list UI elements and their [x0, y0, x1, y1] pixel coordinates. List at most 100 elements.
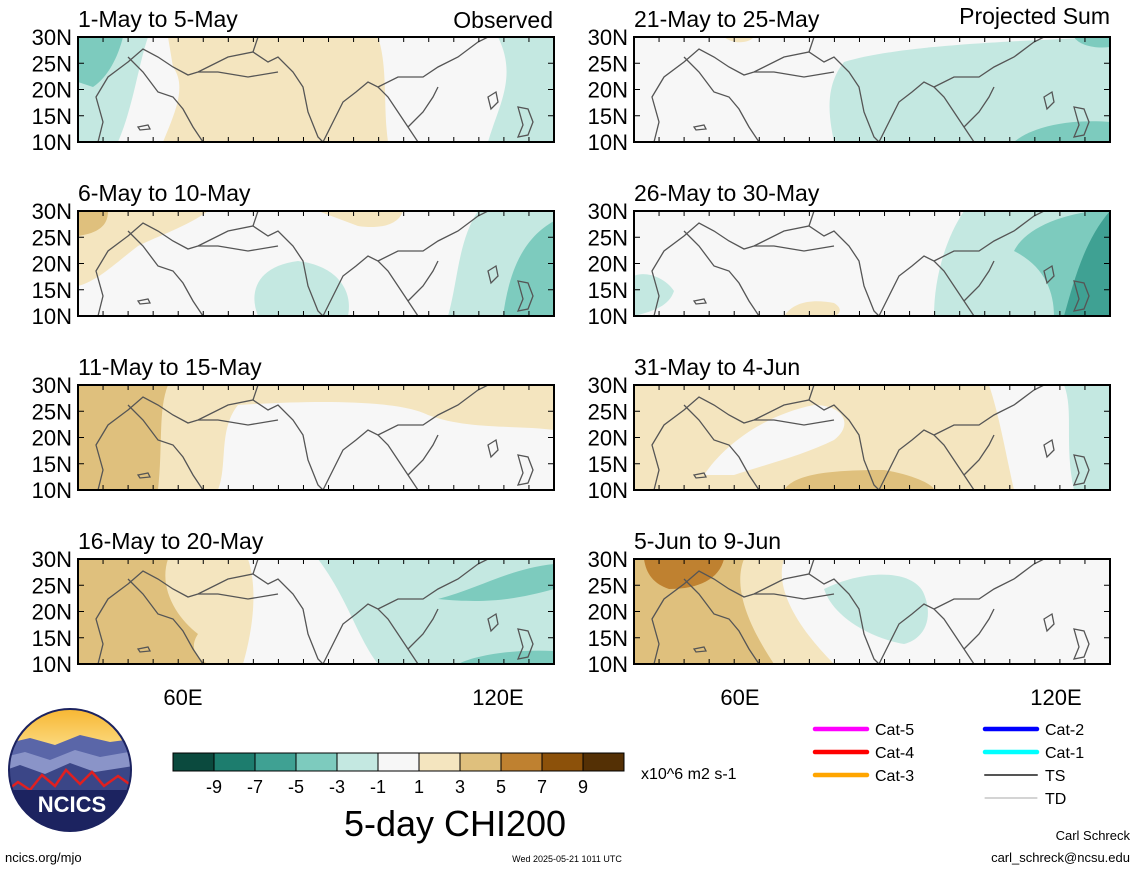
- lat-label: 30N: [32, 199, 72, 224]
- coastline: [753, 399, 880, 490]
- coastline: [487, 264, 499, 285]
- lat-label: 25N: [588, 573, 628, 598]
- track-legend: Cat-5 Cat-4 Cat-3 Cat-2 Cat-1 TS TD: [812, 722, 1084, 808]
- coastline: [933, 37, 1045, 88]
- coastline: [252, 385, 259, 401]
- coastline: [754, 419, 835, 426]
- coastline: [692, 124, 708, 131]
- lon-label-120e-right: 120E: [1030, 685, 1081, 710]
- lon-label-60e-left: 60E: [163, 685, 202, 710]
- lat-label: 25N: [588, 225, 628, 250]
- coastline: [1072, 454, 1090, 486]
- coastline: [754, 593, 835, 600]
- coastline: [136, 646, 152, 653]
- anomaly-shading: [1014, 121, 1110, 142]
- anomaly-shading: [634, 274, 674, 316]
- coastline: [377, 37, 489, 88]
- coastline: [197, 399, 324, 490]
- lat-label: 20N: [588, 252, 628, 277]
- coastline: [878, 255, 975, 316]
- anomaly-shading: [488, 37, 554, 142]
- coastline: [692, 646, 708, 653]
- colorbar-tick-label: -9: [206, 777, 222, 797]
- anomaly-shading: [254, 261, 349, 316]
- coastline: [198, 593, 279, 600]
- coastline: [933, 385, 1045, 436]
- coastline: [516, 628, 534, 660]
- lat-label: 30N: [588, 25, 628, 50]
- coastline: [692, 298, 708, 305]
- coastline: [252, 37, 259, 53]
- colorbar-tick-label: -7: [247, 777, 263, 797]
- coastline: [1072, 628, 1090, 660]
- coastline: [136, 472, 152, 479]
- track-legend-label: TD: [1045, 791, 1066, 808]
- panel-title: 11-May to 15-May: [78, 354, 262, 380]
- lat-label: 25N: [32, 51, 72, 76]
- coastline: [197, 225, 324, 316]
- colorbar-tick-label: -1: [370, 777, 386, 797]
- footer-author: Carl Schreck: [1056, 828, 1131, 843]
- coastline: [487, 90, 499, 111]
- coastline: [753, 573, 880, 664]
- coastline: [95, 396, 199, 490]
- track-legend-label: Cat-4: [875, 745, 914, 762]
- colorbar-swatch: [582, 752, 625, 772]
- lat-label: 25N: [32, 225, 72, 250]
- coastline: [136, 124, 152, 131]
- coastline: [753, 51, 880, 142]
- coastline: [407, 260, 439, 302]
- observed-label: Observed: [453, 7, 553, 33]
- lat-label: 10N: [588, 478, 628, 503]
- colorbar-swatch: [500, 752, 543, 772]
- coastline: [753, 225, 880, 316]
- anomaly-shading: [829, 37, 1110, 142]
- lat-label: 25N: [588, 399, 628, 424]
- lat-label: 20N: [588, 78, 628, 103]
- coastline: [683, 230, 760, 316]
- lat-label: 30N: [588, 547, 628, 572]
- anomaly-shading: [784, 301, 840, 316]
- lat-label: 15N: [588, 452, 628, 477]
- anomaly-shading: [318, 211, 403, 228]
- track-legend-label: Cat-2: [1045, 722, 1084, 739]
- colorbar-swatch: [336, 752, 379, 772]
- coastline: [95, 48, 199, 142]
- colorbar-swatch: [295, 752, 338, 772]
- coastline: [127, 578, 204, 664]
- lat-label: 10N: [588, 652, 628, 677]
- coastline: [1043, 438, 1055, 459]
- colorbar-swatch: [418, 752, 461, 772]
- anomaly-shading: [644, 559, 724, 589]
- lon-label-60e-right: 60E: [720, 685, 759, 710]
- coastline: [516, 454, 534, 486]
- coastline: [754, 71, 835, 78]
- lat-label: 10N: [32, 130, 72, 155]
- coastline: [651, 396, 755, 490]
- lat-label: 20N: [32, 252, 72, 277]
- coastline: [1043, 612, 1055, 633]
- anomaly-shading: [1074, 37, 1110, 48]
- lat-label: 25N: [32, 399, 72, 424]
- coastline: [407, 608, 439, 650]
- anomaly-shading: [78, 211, 108, 236]
- anomaly-shading: [78, 559, 208, 664]
- coastline: [127, 404, 204, 490]
- lat-label: 30N: [588, 199, 628, 224]
- main-title: 5-day CHI200: [344, 803, 566, 844]
- coastline: [963, 434, 995, 476]
- coastline: [1043, 90, 1055, 111]
- coastline: [963, 260, 995, 302]
- track-legend-label: Cat-5: [875, 722, 914, 739]
- anomaly-shading: [458, 650, 554, 664]
- lat-label: 15N: [588, 626, 628, 651]
- anomaly-shading: [78, 385, 554, 490]
- coastline: [963, 608, 995, 650]
- coastline: [808, 385, 815, 401]
- colorbar-swatch: [213, 752, 256, 772]
- coastline: [127, 56, 204, 142]
- projected-label: Projected Sum: [959, 3, 1110, 29]
- lat-label: 10N: [588, 304, 628, 329]
